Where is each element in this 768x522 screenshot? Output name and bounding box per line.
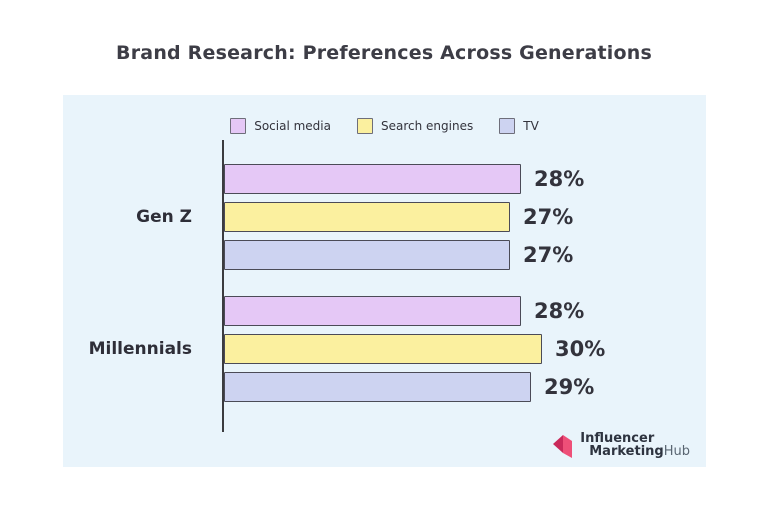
brand-logo-text: Influencer MarketingHub <box>580 432 690 459</box>
y-axis-line <box>222 140 224 432</box>
legend-item-social-media: Social media <box>230 118 331 134</box>
bar-value-label: 27% <box>523 243 574 267</box>
category-bars: 28% 27% 27% <box>224 164 584 270</box>
bar-value-label: 28% <box>534 167 585 191</box>
bar-gen-z-search-engines <box>224 202 510 232</box>
legend-swatch-search-engines <box>357 118 373 134</box>
category-group-millennials: Millennials 28% 30% 29% <box>63 296 706 402</box>
brand-logo-hub: Hub <box>663 444 690 460</box>
bar-row-social-media: 28% <box>224 296 605 326</box>
bar-gen-z-social-media <box>224 164 521 194</box>
bar-millennials-social-media <box>224 296 521 326</box>
plot-area: Gen Z 28% 27% 27% Millennials 28% 30% 29% <box>63 164 706 402</box>
legend-item-tv: TV <box>499 118 539 134</box>
bar-row-search-engines: 27% <box>224 202 584 232</box>
brand-logo-line2: MarketingHub <box>580 445 690 459</box>
brand-logo-line1: Influencer <box>580 430 655 446</box>
influencer-marketinghub-icon <box>553 435 573 459</box>
bar-chart: Gen Z 28% 27% 27% Millennials 28% 30% 29% <box>63 140 706 432</box>
category-group-gen-z: Gen Z 28% 27% 27% <box>63 164 706 270</box>
legend-item-search-engines: Search engines <box>357 118 473 134</box>
bar-value-label: 29% <box>544 375 595 399</box>
legend-label: TV <box>523 119 539 133</box>
bar-row-tv: 27% <box>224 240 584 270</box>
category-bars: 28% 30% 29% <box>224 296 605 402</box>
bar-value-label: 28% <box>534 299 585 323</box>
bar-value-label: 27% <box>523 205 574 229</box>
bar-row-social-media: 28% <box>224 164 584 194</box>
legend: Social media Search engines TV <box>63 95 706 134</box>
brand-logo: Influencer MarketingHub <box>553 432 690 459</box>
legend-swatch-tv <box>499 118 516 134</box>
category-label: Gen Z <box>136 207 192 227</box>
bar-millennials-tv <box>224 372 531 402</box>
page-title: Brand Research: Preferences Across Gener… <box>116 42 652 64</box>
bar-millennials-search-engines <box>224 334 542 364</box>
category-label: Millennials <box>88 339 192 359</box>
bar-row-search-engines: 30% <box>224 334 605 364</box>
legend-label: Social media <box>254 119 331 133</box>
legend-swatch-social-media <box>230 118 247 134</box>
brand-logo-marketing: Marketing <box>589 444 664 460</box>
chart-panel: Social media Search engines TV Gen Z 28% 27%… <box>63 95 706 467</box>
bar-row-tv: 29% <box>224 372 605 402</box>
bar-value-label: 30% <box>555 337 606 361</box>
legend-label: Search engines <box>381 119 474 133</box>
bar-gen-z-tv <box>224 240 510 270</box>
